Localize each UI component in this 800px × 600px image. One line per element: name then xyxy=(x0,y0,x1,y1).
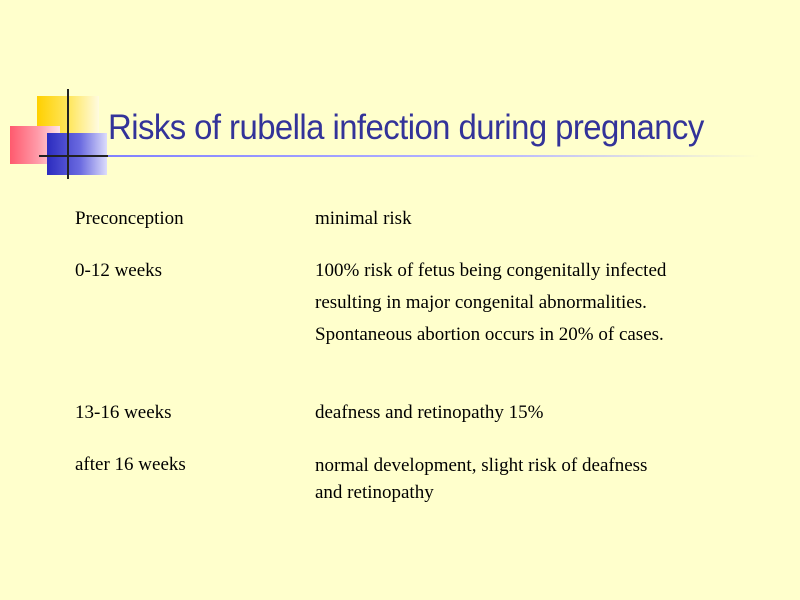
risk-line: and retinopathy xyxy=(315,482,434,503)
blue-square xyxy=(47,133,107,175)
period-13-16-weeks: 13-16 weeks xyxy=(75,402,172,423)
risk-preconception: minimal risk xyxy=(315,203,755,235)
risk-line: minimal risk xyxy=(315,208,412,229)
slide-title: Risks of rubella infection during pregna… xyxy=(108,108,704,147)
logo-horizontal-line xyxy=(39,155,119,157)
risk-0-12-weeks: 100% risk of fetus being congenitally in… xyxy=(315,255,755,351)
risk-line: deafness and retinopathy 15% xyxy=(315,402,544,423)
risk-line: normal development, slight risk of deafn… xyxy=(315,455,648,476)
period-0-12-weeks: 0-12 weeks xyxy=(75,260,163,281)
risk-after-16-weeks: normal development, slight risk of deafn… xyxy=(315,452,755,506)
risk-line: Spontaneous abortion occurs in 20% of ca… xyxy=(315,324,664,345)
period-after-16-weeks: after 16 weeks xyxy=(75,454,186,475)
period-preconception: Preconception xyxy=(75,208,184,229)
risk-13-16-weeks: deafness and retinopathy 15% xyxy=(315,397,755,429)
risk-line: 100% risk of fetus being congenitally in… xyxy=(315,260,667,281)
logo-vertical-line xyxy=(67,89,69,179)
risk-line: resulting in major congenital abnormalit… xyxy=(315,292,647,313)
decorative-squares-logo xyxy=(0,0,120,190)
title-underline xyxy=(108,155,760,157)
